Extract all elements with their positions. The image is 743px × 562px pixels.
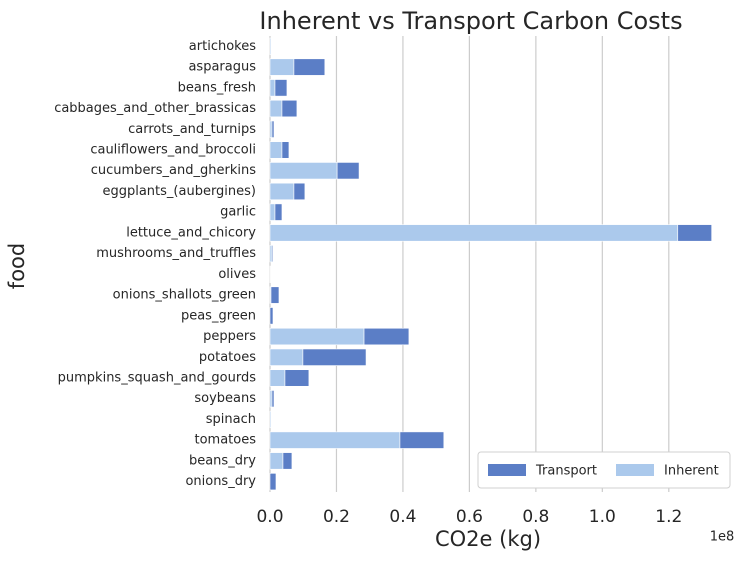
bar-segment — [270, 286, 280, 304]
y-tick-label: beans_dry — [189, 453, 256, 468]
y-axis-label: food — [5, 243, 29, 289]
bar-segment — [271, 120, 275, 138]
y-tick-label: pumpkins_squash_and_gourds — [58, 371, 257, 386]
legend-box — [477, 451, 731, 489]
bar-segment — [269, 307, 274, 325]
y-tick-label: beans_fresh — [178, 80, 256, 95]
bar-segment — [281, 99, 298, 118]
bar-segment — [269, 348, 304, 366]
y-tick-label: tomatoes — [194, 433, 256, 448]
bar-segment — [269, 182, 295, 201]
bar-segment — [269, 452, 284, 470]
y-tick-label: peas_green — [181, 308, 256, 323]
bar-segment — [281, 141, 290, 159]
x-tick-label: 0.0 — [256, 507, 283, 527]
y-tick-label: artichokes — [189, 39, 256, 54]
bar-segment — [269, 37, 272, 55]
y-tick-label: carrots_and_turnips — [128, 122, 256, 137]
x-offset-label: 1e8 — [710, 530, 735, 545]
bar-segment — [293, 182, 306, 201]
legend-label: Inherent — [664, 464, 719, 479]
y-tick-label: mushrooms_and_truffles — [96, 246, 256, 261]
bar-segment — [336, 162, 360, 180]
bar-segment — [269, 473, 277, 491]
bar-segment — [269, 79, 276, 97]
bar-segment — [677, 224, 712, 242]
y-tick-label: lettuce_and_chicory — [126, 225, 256, 240]
bar-segment — [269, 162, 338, 180]
y-tick-label: spinach — [206, 412, 256, 427]
x-tick-label: 0.4 — [389, 507, 416, 527]
bar-segment — [269, 327, 365, 346]
bar-segment — [282, 452, 293, 470]
bar-segment — [269, 410, 272, 429]
bar-segment — [274, 79, 288, 97]
bar-segment — [269, 224, 679, 242]
y-tick-label: asparagus — [188, 60, 256, 75]
bar-segment — [269, 141, 283, 159]
bar-segment — [363, 327, 410, 346]
bar-segment — [293, 58, 326, 76]
bar-segment — [274, 203, 283, 221]
x-tick-label: 0.2 — [323, 507, 350, 527]
legend-label: Transport — [535, 464, 597, 479]
bar-segment — [269, 431, 401, 449]
y-tick-label: onions_shallots_green — [113, 288, 256, 303]
y-tick-label: onions_dry — [185, 474, 256, 489]
y-tick-label: eggplants_(aubergines) — [102, 184, 256, 199]
bar-segment — [271, 245, 274, 263]
bar-segment — [271, 390, 275, 408]
y-tick-label: potatoes — [199, 350, 256, 365]
x-tick-label: 1.2 — [655, 507, 682, 527]
y-tick-label: cabbages_and_other_brassicas — [54, 101, 256, 116]
bar-segment — [269, 99, 283, 118]
bar-segment — [302, 348, 367, 366]
x-axis-label: CO2e (kg) — [435, 527, 541, 551]
bar-segment — [269, 203, 276, 221]
y-tick-label: peppers — [203, 329, 256, 344]
legend-swatch — [616, 464, 654, 476]
bar-segment — [269, 369, 286, 387]
y-tick-label: cucumbers_and_gherkins — [91, 163, 256, 178]
x-tick-label: 0.6 — [456, 507, 483, 527]
x-tick-label: 1.0 — [589, 507, 616, 527]
bar-segment — [284, 369, 310, 387]
y-tick-label: garlic — [220, 205, 256, 220]
legend-swatch — [488, 464, 526, 476]
x-tick-label: 0.8 — [522, 507, 549, 527]
bar-segment — [399, 431, 445, 449]
y-tick-label: olives — [218, 267, 256, 282]
y-tick-label: cauliflowers_and_broccoli — [90, 143, 256, 158]
bar-segment — [269, 58, 295, 76]
y-tick-label: soybeans — [194, 391, 256, 406]
chart-title: Inherent vs Transport Carbon Costs — [259, 7, 682, 35]
